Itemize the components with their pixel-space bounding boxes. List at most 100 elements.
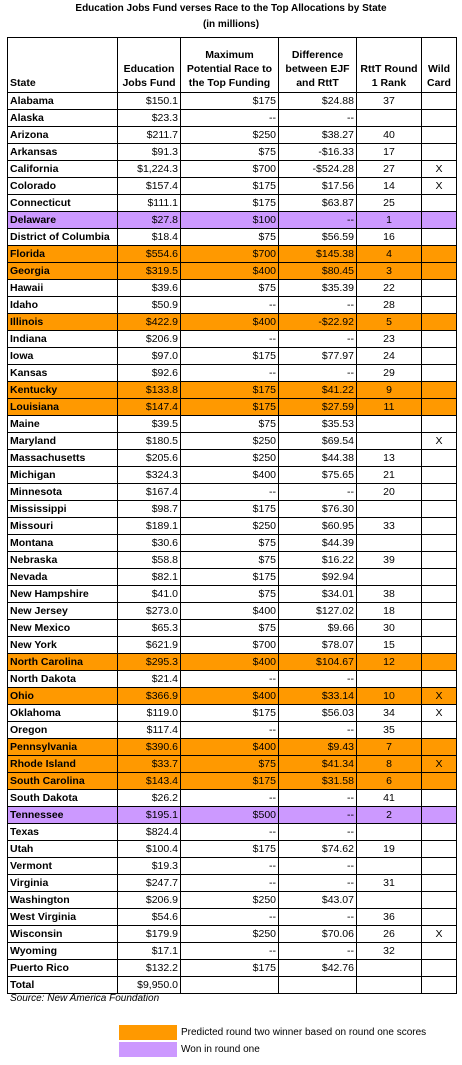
table-cell: 35 xyxy=(356,721,422,739)
table-cell xyxy=(356,500,422,518)
table-cell: -- xyxy=(180,942,279,960)
table-cell: 29 xyxy=(356,364,422,382)
table-cell: $366.9 xyxy=(117,687,181,705)
table-cell: California xyxy=(7,160,118,178)
table-cell: -- xyxy=(278,942,357,960)
table-cell: $75 xyxy=(180,228,279,246)
table-cell xyxy=(421,942,457,960)
table-row: Maryland $180.5 $250 $69.54 X xyxy=(7,432,457,450)
table-cell xyxy=(421,857,457,875)
header-row: State Education Jobs Fund Maximum Potentia… xyxy=(7,37,457,93)
table-cell: $700 xyxy=(180,160,279,178)
table-cell: Vermont xyxy=(7,857,118,875)
table-row: Arizona $211.7 $250 $38.27 40 xyxy=(7,126,457,144)
table-cell xyxy=(421,619,457,637)
table-cell: $211.7 xyxy=(117,126,181,144)
table-cell: Ohio xyxy=(7,687,118,705)
table-cell: Delaware xyxy=(7,211,118,229)
table-cell: $24.88 xyxy=(278,92,357,110)
table-cell: $9.43 xyxy=(278,738,357,756)
table-cell: Connecticut xyxy=(7,194,118,212)
column-header: Maximum Potential Race to the Top Fundin… xyxy=(180,37,279,93)
table-cell: $206.9 xyxy=(117,330,181,348)
table-cell xyxy=(421,211,457,229)
table-cell: $273.0 xyxy=(117,602,181,620)
table-cell xyxy=(421,415,457,433)
subtitle: (in millions) xyxy=(202,19,260,30)
table-cell: $9,950.0 xyxy=(117,976,181,994)
table-cell xyxy=(356,823,422,841)
table-row: West Virginia $54.6 -- -- 36 xyxy=(7,908,457,926)
table-cell xyxy=(421,891,457,909)
table-cell: -- xyxy=(180,857,279,875)
table-cell xyxy=(421,279,457,297)
table-cell xyxy=(421,347,457,365)
table-cell xyxy=(421,959,457,977)
table-cell xyxy=(421,194,457,212)
table-cell: $104.67 xyxy=(278,653,357,671)
column-header: State xyxy=(7,37,118,93)
table-cell: Oregon xyxy=(7,721,118,739)
table-cell xyxy=(421,721,457,739)
table-cell: $175 xyxy=(180,568,279,586)
table-cell: $75 xyxy=(180,279,279,297)
table-cell: $147.4 xyxy=(117,398,181,416)
table-cell: $27.8 xyxy=(117,211,181,229)
table-cell xyxy=(421,381,457,399)
table-row: Hawaii $39.6 $75 $35.39 22 xyxy=(7,279,457,297)
table-cell: 27 xyxy=(356,160,422,178)
column-header: Education Jobs Fund xyxy=(117,37,181,93)
table-cell: Kansas xyxy=(7,364,118,382)
table-cell: $56.03 xyxy=(278,704,357,722)
table-row: Virginia $247.7 -- -- 31 xyxy=(7,874,457,892)
table-cell: -- xyxy=(278,721,357,739)
table-cell: $63.87 xyxy=(278,194,357,212)
table-cell: Colorado xyxy=(7,177,118,195)
table-cell: X xyxy=(421,755,457,773)
table-cell xyxy=(180,976,279,994)
table-cell: $180.5 xyxy=(117,432,181,450)
table-cell: -- xyxy=(278,296,357,314)
table-cell: South Dakota xyxy=(7,789,118,807)
table-row: Massachusetts $205.6 $250 $44.38 13 xyxy=(7,449,457,467)
table-cell: $167.4 xyxy=(117,483,181,501)
table-cell: $97.0 xyxy=(117,347,181,365)
table-cell: 7 xyxy=(356,738,422,756)
table-cell: $400 xyxy=(180,687,279,705)
table-row: Maine $39.5 $75 $35.53 xyxy=(7,415,457,433)
table-row: Iowa $97.0 $175 $77.97 24 xyxy=(7,347,457,365)
table-cell: $400 xyxy=(180,653,279,671)
table-cell: -- xyxy=(180,483,279,501)
table-cell xyxy=(278,976,357,994)
table-cell: X xyxy=(421,687,457,705)
table-cell xyxy=(421,313,457,331)
table-cell: 4 xyxy=(356,245,422,263)
table-cell: -$16.33 xyxy=(278,143,357,161)
table-cell: 15 xyxy=(356,636,422,654)
table-cell: $74.62 xyxy=(278,840,357,858)
table-cell: West Virginia xyxy=(7,908,118,926)
table-cell: $23.3 xyxy=(117,109,181,127)
table-row: Wyoming $17.1 -- -- 32 xyxy=(7,942,457,960)
table-cell: $44.39 xyxy=(278,534,357,552)
table-cell xyxy=(421,330,457,348)
allocations-table: State Education Jobs Fund Maximum Potentia… xyxy=(7,37,457,994)
table-cell: $117.4 xyxy=(117,721,181,739)
table-cell: $175 xyxy=(180,840,279,858)
table-cell xyxy=(421,789,457,807)
table-cell xyxy=(421,585,457,603)
table-cell: $157.4 xyxy=(117,177,181,195)
table-row: Missouri $189.1 $250 $60.95 33 xyxy=(7,517,457,535)
table-cell: $18.4 xyxy=(117,228,181,246)
source-note: Source: New America Foundation xyxy=(10,993,160,1004)
table-row: California $1,224.3 $700 -$524.28 27 X xyxy=(7,160,457,178)
table-cell: New York xyxy=(7,636,118,654)
table-cell: $132.2 xyxy=(117,959,181,977)
table-cell: New Jersey xyxy=(7,602,118,620)
table-cell: $390.6 xyxy=(117,738,181,756)
table-cell: North Carolina xyxy=(7,653,118,671)
table-row: Texas $824.4 -- -- xyxy=(7,823,457,841)
table-cell: $250 xyxy=(180,432,279,450)
table-cell xyxy=(421,296,457,314)
